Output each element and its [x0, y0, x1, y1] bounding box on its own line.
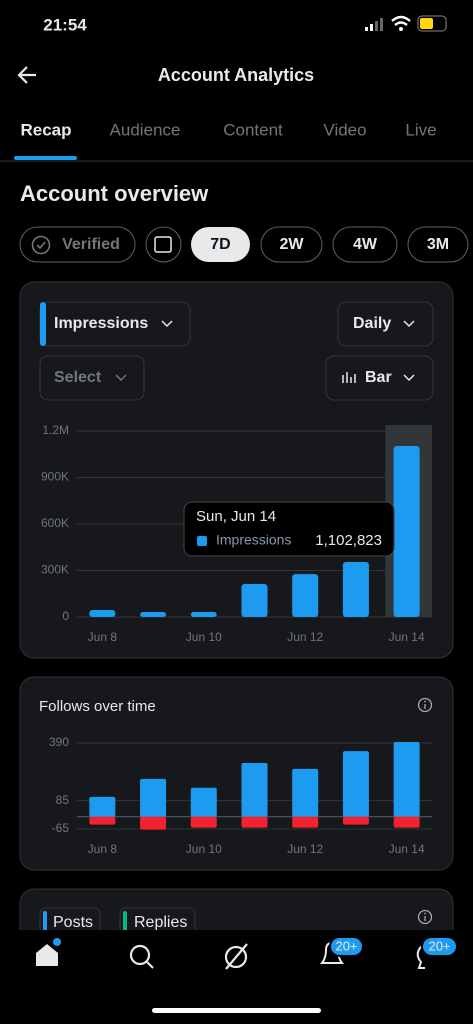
bar-segment — [140, 778, 167, 817]
verified-check — [36, 241, 46, 250]
home-indicator — [152, 1008, 321, 1013]
chevron — [161, 320, 173, 328]
bar-segment — [292, 768, 319, 817]
chart-title: Follows over time — [39, 698, 156, 715]
x-tick-label: Jun 10 — [186, 630, 222, 644]
x-tick-label: Jun 8 — [88, 842, 118, 856]
tab[interactable]: Live — [405, 120, 436, 139]
bar — [140, 612, 167, 617]
bar-segment — [190, 816, 217, 828]
search-tab[interactable] — [129, 944, 154, 969]
y-tick-label: 390 — [49, 735, 69, 749]
grok-tab[interactable] — [224, 943, 248, 970]
status-icons — [365, 15, 447, 32]
chip[interactable] — [407, 226, 469, 263]
tooltip-swatch — [197, 536, 207, 546]
chip-label: 7D — [210, 236, 230, 253]
bar-segment — [292, 816, 319, 828]
tab[interactable]: Audience — [110, 120, 181, 139]
notifications-tab[interactable]: 20+ — [319, 936, 364, 964]
x-tick-label: Jun 14 — [389, 842, 425, 856]
bar — [342, 561, 369, 617]
legend-label: Replies — [134, 914, 187, 931]
bar-icon — [342, 372, 356, 383]
bar-segment — [241, 763, 268, 817]
info-icon[interactable] — [417, 697, 433, 713]
dropdown[interactable] — [337, 301, 434, 347]
legend-swatch — [123, 911, 127, 931]
bar — [89, 610, 116, 617]
y-tick-label: 0 — [62, 609, 69, 623]
tooltip-value: 1,102,823 — [315, 532, 382, 549]
bar — [241, 583, 268, 617]
tooltip — [183, 501, 395, 557]
page-title: Account Analytics — [158, 65, 314, 85]
section-title: Account overview — [20, 181, 209, 206]
x-tick-label: Jun 14 — [389, 630, 425, 644]
x-tick-label: Jun 10 — [186, 842, 222, 856]
y-tick-label: 300K — [41, 563, 69, 577]
chevron — [403, 320, 415, 328]
chip-label: 2W — [280, 236, 305, 253]
chip[interactable] — [332, 226, 398, 263]
back-button[interactable] — [17, 66, 36, 84]
chip-label: 3M — [427, 236, 449, 253]
bar-segment — [393, 816, 420, 828]
metric-color — [40, 302, 46, 346]
info-icon[interactable] — [417, 909, 433, 925]
messages-tab[interactable]: 20+ — [416, 936, 458, 969]
x-tick-label: Jun 12 — [287, 842, 323, 856]
y-tick-label: 1.2M — [42, 423, 69, 437]
dropdown-label: Impressions — [54, 315, 148, 332]
bar-segment — [89, 796, 116, 817]
bar-segment — [89, 816, 116, 825]
legend-label: Posts — [53, 914, 93, 931]
badge: 20+ — [428, 938, 450, 953]
clock: 21:54 — [43, 15, 87, 34]
bar-segment — [190, 787, 217, 817]
calendar-icon — [154, 236, 172, 253]
dropdown[interactable] — [39, 355, 145, 401]
tab[interactable]: Recap — [20, 120, 71, 139]
chip[interactable] — [19, 226, 136, 263]
dropdown-label: Bar — [365, 369, 392, 386]
bar — [292, 574, 319, 617]
y-tick-label: -65 — [52, 821, 70, 835]
chip-label: 4W — [353, 236, 378, 253]
tab[interactable]: Content — [223, 120, 283, 139]
bar-segment — [241, 816, 268, 828]
tooltip-series: Impressions — [216, 532, 291, 548]
chevron — [115, 374, 127, 382]
chevron — [403, 374, 415, 382]
tooltip-title: Sun, Jun 14 — [196, 508, 276, 525]
badge: 20+ — [335, 938, 357, 953]
tab-indicator — [14, 156, 77, 160]
calendar-button[interactable] — [145, 226, 182, 263]
chip-label: Verified — [62, 236, 120, 253]
legend-swatch — [43, 911, 47, 931]
bar — [393, 446, 420, 617]
y-tick-label: 85 — [56, 793, 70, 807]
dropdown[interactable] — [325, 355, 434, 401]
bar-segment — [140, 816, 167, 830]
bar-segment — [393, 742, 420, 817]
chip[interactable] — [260, 226, 323, 263]
x-tick-label: Jun 12 — [287, 630, 323, 644]
verified-icon — [31, 235, 51, 255]
bar-segment — [342, 751, 369, 817]
x-tick-label: Jun 8 — [88, 630, 118, 644]
dropdown-label: Daily — [353, 315, 391, 332]
dropdown-label: Select — [54, 369, 102, 386]
bar — [190, 612, 217, 617]
y-tick-label: 600K — [41, 516, 69, 530]
y-tick-label: 900K — [41, 470, 69, 484]
tab[interactable]: Video — [323, 120, 366, 139]
bar-segment — [342, 816, 369, 825]
home-tab[interactable] — [36, 938, 61, 966]
chip[interactable] — [191, 227, 250, 262]
